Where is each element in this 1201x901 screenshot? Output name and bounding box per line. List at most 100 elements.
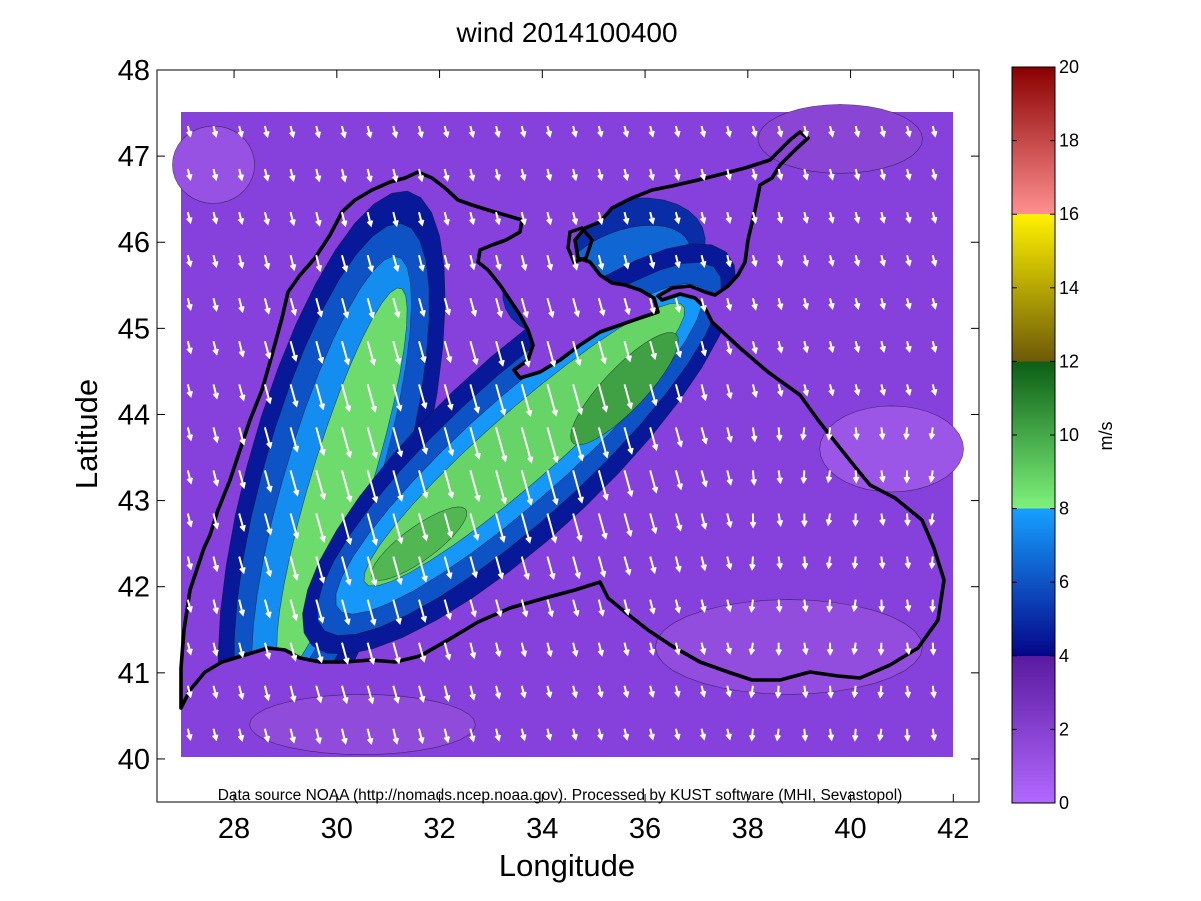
wind-arrow [469, 470, 481, 503]
wind-arrow [237, 125, 244, 139]
wind-arrow [314, 125, 322, 139]
wind-arrow [366, 254, 374, 273]
wind-arrow [622, 728, 630, 741]
wind-arrow [674, 297, 682, 314]
wind-arrow [649, 513, 658, 535]
wind-arrow [289, 168, 296, 183]
wind-arrow [443, 211, 450, 227]
wind-arrow [392, 728, 399, 745]
wind-arrow [776, 470, 784, 485]
wind-arrow [851, 642, 858, 656]
colorbar-tick-label: 20 [1059, 57, 1079, 77]
wind-arrow [674, 599, 682, 614]
wind-arrow [828, 384, 835, 397]
wind-arrow [597, 125, 604, 138]
wind-arrow [825, 556, 833, 570]
wind-arrow [571, 125, 578, 138]
wind-arrow [828, 297, 835, 311]
wind-arrow [186, 297, 193, 312]
wind-arrow [340, 384, 352, 413]
wind-arrow [751, 427, 758, 443]
wind-arrow [443, 685, 451, 703]
wind-arrow [930, 685, 937, 699]
wind-arrow [340, 685, 349, 705]
wind-arrow [748, 599, 756, 613]
wind-arrow [237, 211, 245, 226]
y-axis-label: Latitude [69, 379, 104, 489]
wind-arrow [649, 297, 656, 315]
wind-arrow [443, 341, 453, 364]
wind-arrow [315, 384, 326, 411]
wind-arrow [469, 642, 477, 660]
wind-arrow [700, 470, 708, 488]
wind-arrow [238, 599, 246, 617]
wind-arrow [674, 728, 681, 741]
wind-arrow [597, 728, 604, 741]
wind-arrow [853, 125, 861, 138]
wind-arrow [315, 211, 322, 227]
contour-central-peak [570, 332, 679, 446]
wind-arrow [776, 513, 784, 527]
wind-arrow [622, 685, 630, 699]
wind-arrow [212, 384, 220, 400]
wind-arrow [825, 513, 833, 527]
wind-arrow [520, 125, 527, 138]
wind-arrow [494, 728, 502, 742]
wind-arrow [825, 427, 833, 441]
wind-arrow [392, 384, 403, 412]
wind-arrow [931, 384, 938, 397]
wind-arrow [289, 728, 296, 744]
wind-arrow [211, 168, 219, 182]
y-tick-label: 40 [118, 744, 150, 776]
wind-arrow [774, 685, 782, 699]
wind-arrow [726, 341, 733, 356]
wind-arrow [648, 685, 655, 698]
wind-arrow [802, 211, 809, 224]
wind-arrow [853, 297, 861, 310]
wind-arrow [212, 513, 220, 530]
wind-arrow [545, 125, 553, 138]
wind-arrow [674, 470, 683, 491]
wind-arrow [751, 297, 758, 311]
wind-arrow [340, 168, 348, 183]
wind-arrow [904, 556, 912, 570]
wind-arrow [289, 470, 300, 497]
wind-arrow [186, 556, 193, 571]
wind-arrow [700, 642, 707, 656]
wind-arrow [263, 513, 273, 536]
contour-low-south [654, 599, 923, 695]
wind-arrow [929, 599, 936, 613]
wind-arrow [648, 642, 656, 656]
wind-arrow [546, 254, 554, 272]
wind-arrow [571, 168, 578, 182]
wind-arrow [520, 728, 527, 742]
wind-arrow [904, 599, 912, 613]
wind-arrow [700, 427, 708, 445]
wind-arrow [751, 254, 758, 268]
wind-arrow [776, 254, 784, 268]
wind-arrow [315, 599, 325, 624]
y-tick-label: 45 [118, 313, 150, 345]
wind-arrow [366, 642, 376, 665]
contour-low-nw [172, 125, 255, 204]
wind-arrow [212, 685, 219, 699]
wind-arrow [597, 556, 607, 578]
wind-arrow [904, 642, 912, 656]
wind-arrow [623, 341, 632, 363]
colorbar-tick-label: 18 [1059, 131, 1079, 151]
wind-arrow [520, 556, 530, 581]
y-tick-label: 48 [118, 55, 150, 87]
wind-arrow [392, 642, 401, 665]
wind-arrow [520, 642, 528, 658]
wind-arrow [800, 470, 808, 485]
wind-arrow [828, 254, 835, 267]
wind-arrow [699, 168, 707, 181]
wind-arrow [800, 427, 807, 441]
wind-arrow [289, 211, 296, 227]
contour-low-ne [757, 104, 923, 174]
wind-arrow [571, 685, 579, 699]
wind-arrow [828, 168, 835, 181]
wind-arrow [469, 427, 481, 460]
wind-arrow [928, 513, 936, 527]
wind-arrow [879, 211, 887, 224]
